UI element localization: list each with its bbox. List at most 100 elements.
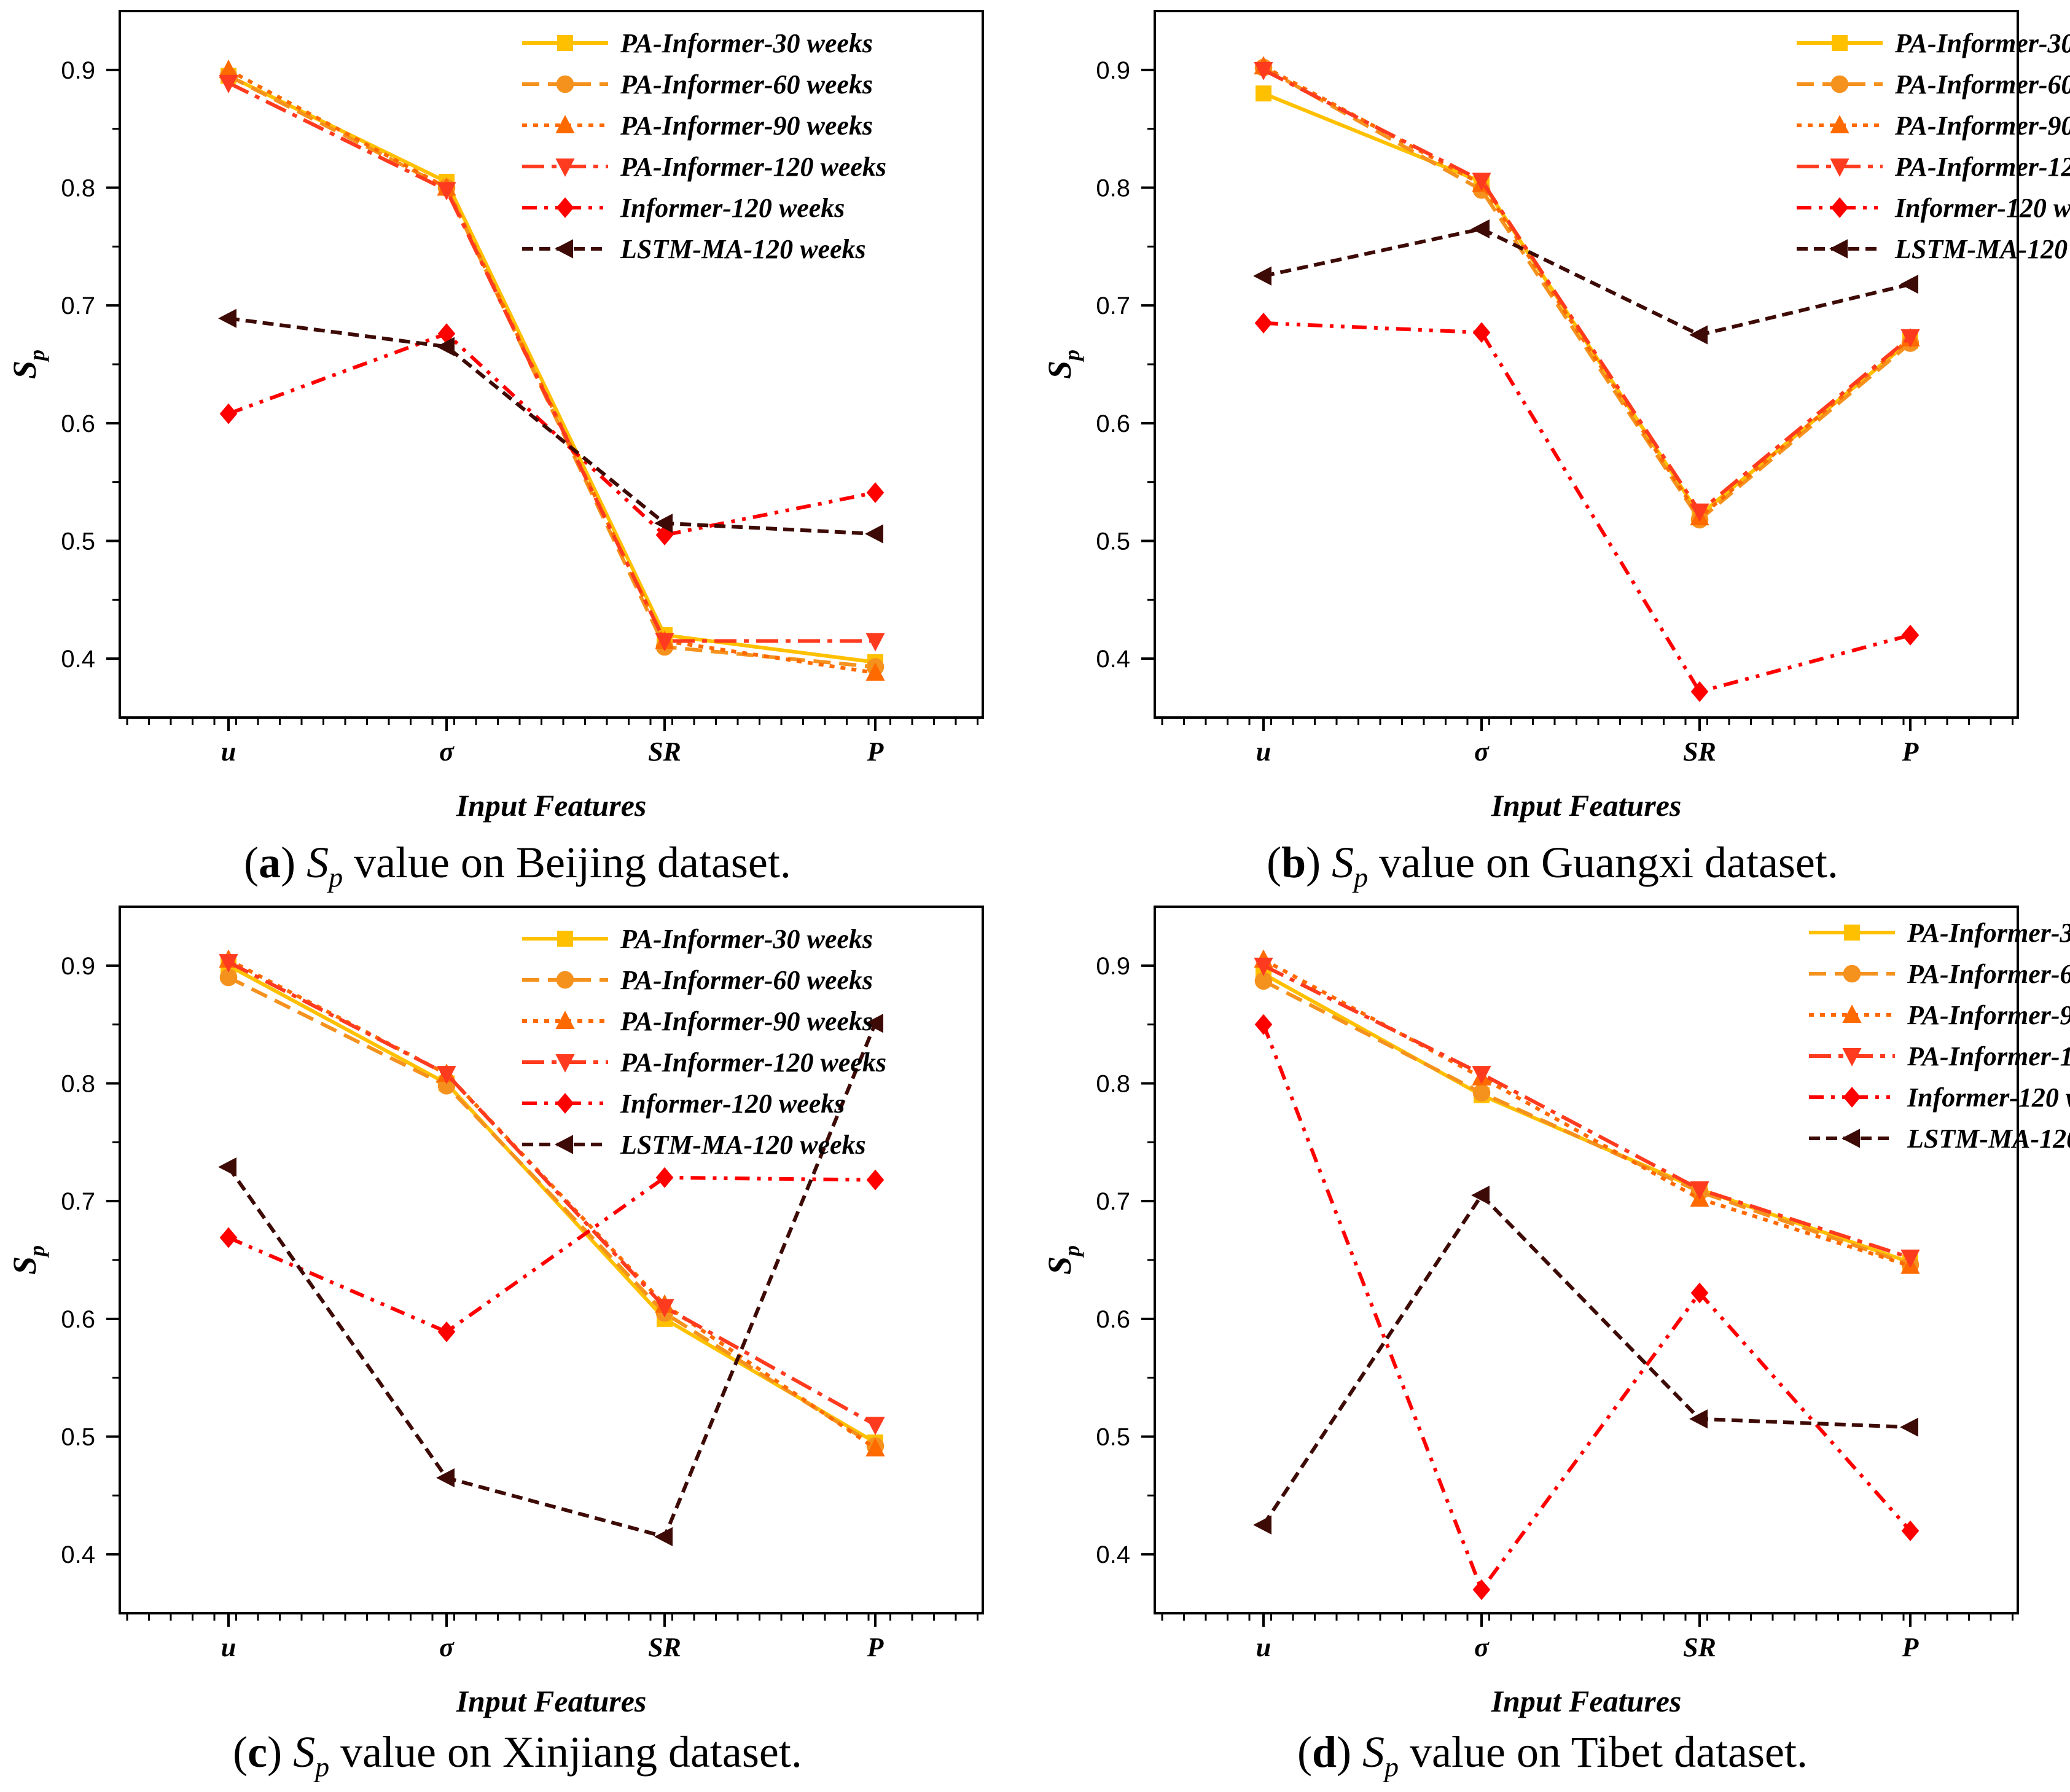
x-tick-label: SR [648, 737, 681, 767]
chart-panel-d: 0.4 0.5 0.6 0.7 0.8 0.9 u σ SR P Input Features Sp P… [1035, 896, 2070, 1791]
legend-label: PA-Informer-60 weeks [620, 69, 873, 100]
data-point [865, 633, 885, 652]
series-4 [1254, 61, 1920, 522]
y-tick-label: 0.9 [1096, 953, 1130, 980]
series-line [1262, 1023, 1912, 1592]
data-point [1689, 325, 1708, 345]
legend-label: PA-Informer-60 weeks [1894, 69, 2070, 100]
plot-frame [1154, 906, 2019, 1614]
caption-a: (a) Sp value on Beijing dataset. [244, 838, 791, 893]
legend-marker [556, 75, 574, 93]
data-point [1256, 85, 1271, 102]
legend-item-5: Informer-120 weeks [1809, 1082, 2070, 1113]
data-point [1254, 61, 1273, 80]
legend-item-5: Informer-120 weeks [522, 193, 845, 223]
legend-label: Informer-120 weeks [1894, 193, 2070, 223]
y-tick-label: 0.7 [1096, 292, 1130, 319]
legend-label: PA-Informer-120 weeks [1894, 152, 2070, 182]
x-tick-label: u [221, 1632, 236, 1662]
legend-marker [555, 239, 573, 259]
legend-item-5: Informer-120 weeks [1797, 193, 2070, 223]
legend-marker [556, 971, 574, 989]
plot-frame [1154, 10, 2019, 719]
x-tick-label: P [867, 1632, 885, 1662]
series-line [1262, 65, 1912, 520]
legend-label: LSTM-MA-120 weeks [620, 234, 866, 264]
data-point [865, 662, 885, 681]
series-line [1262, 972, 1911, 1264]
data-point [1472, 1066, 1491, 1085]
caption-d: (d) Sp value on Tibet dataset. [1297, 1727, 1808, 1783]
y-tick-label: 0.5 [1096, 1424, 1130, 1451]
x-tick-label: P [1902, 1632, 1920, 1662]
legend-item-2: PA-Informer-60 weeks [1797, 69, 2070, 100]
y-tick-label: 0.6 [1096, 1306, 1130, 1333]
y-axis-label: Sp [1041, 350, 1084, 379]
legend-item-3: PA-Informer-90 weeks [522, 111, 873, 141]
data-point [1900, 275, 1918, 294]
legend-label: PA-Informer-30 weeks [620, 924, 873, 954]
y-tick-label: 0.5 [1096, 528, 1130, 555]
legend-marker [555, 1135, 573, 1154]
legend-marker [1830, 75, 1849, 93]
y-axis-label: Sp [6, 350, 49, 379]
series-line [227, 1175, 876, 1334]
x-tick-label: SR [648, 1632, 681, 1662]
legend-item-4: PA-Informer-120 weeks [522, 152, 886, 182]
legend-marker [1830, 197, 1849, 218]
legend-label: Informer-120 weeks [1907, 1082, 2070, 1113]
legend-label: PA-Informer-30 weeks [620, 28, 873, 58]
y-tick-label: 0.9 [61, 953, 95, 980]
data-point [437, 323, 456, 345]
data-point [219, 1227, 238, 1248]
x-axis-label: Input Features [456, 788, 647, 823]
data-point [1901, 624, 1920, 646]
data-point [1254, 313, 1273, 334]
legend-marker [1843, 1087, 1861, 1108]
legend-label: LSTM-MA-120 weeks [1894, 234, 2070, 264]
caption-b: (b) Sp value on Guangxi dataset. [1267, 838, 1838, 893]
y-tick-label: 0.9 [1096, 57, 1130, 84]
series-6 [218, 1014, 883, 1547]
x-tick-label: σ [1474, 1632, 1490, 1662]
y-tick-label: 0.6 [61, 1306, 95, 1333]
series-4 [1254, 957, 1920, 1269]
x-axis-label: Input Features [1491, 1684, 1682, 1718]
series-line [227, 958, 877, 1450]
legend-marker [1844, 925, 1860, 941]
x-tick-label: σ [1474, 737, 1490, 767]
series-line [1263, 321, 1911, 694]
legend-item-3: PA-Informer-90 weeks [1809, 1000, 2070, 1030]
series-2 [219, 968, 885, 1455]
legend-marker [555, 1054, 575, 1073]
legend-item-1: PA-Informer-30 weeks [522, 924, 873, 954]
chart-b: 0.4 0.5 0.6 0.7 0.8 0.9 u σ SR P Input Features Sp P… [1041, 10, 2070, 823]
data-point [1472, 1579, 1491, 1600]
y-tick-label: 0.8 [61, 1071, 95, 1098]
data-point [1689, 1409, 1708, 1429]
series-line [227, 1022, 877, 1539]
legend-item-2: PA-Informer-60 weeks [522, 965, 873, 995]
y-tick-label: 0.6 [61, 410, 95, 437]
series-6 [218, 308, 883, 544]
data-point [1254, 1014, 1273, 1035]
x-tick-label: P [1902, 737, 1920, 767]
y-tick-label: 0.8 [61, 175, 95, 202]
legend-label: LSTM-MA-120 weeks [620, 1130, 866, 1160]
y-axis-label: Sp [1041, 1245, 1084, 1275]
series-line [1262, 66, 1912, 522]
data-point [1690, 681, 1709, 702]
legend-marker [557, 931, 573, 947]
legend-marker [557, 35, 573, 51]
y-tick-label: 0.8 [1096, 175, 1130, 202]
series-line [227, 332, 876, 537]
data-point [1900, 329, 1920, 348]
series-line [228, 316, 876, 536]
data-point [655, 1167, 674, 1188]
legend-marker [1842, 1129, 1860, 1148]
series-line [1263, 227, 1911, 337]
y-tick-label: 0.7 [1096, 1188, 1130, 1215]
caption-c: (c) Sp value on Xinjiang dataset. [233, 1727, 802, 1783]
series-line [1262, 1193, 1911, 1526]
data-point [1690, 1181, 1709, 1200]
